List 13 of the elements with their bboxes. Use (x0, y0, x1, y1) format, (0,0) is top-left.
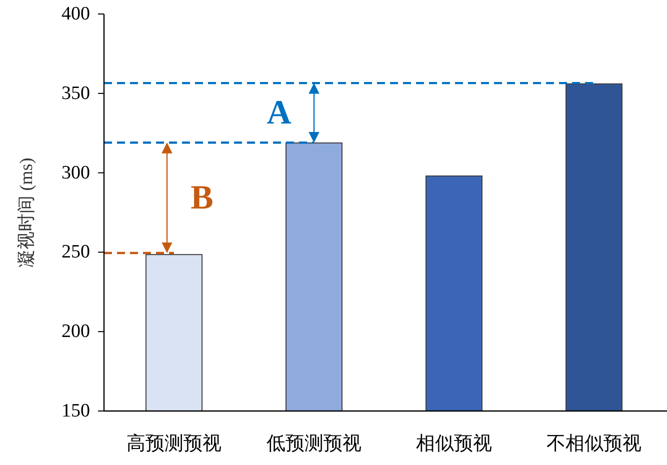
y-tick-label: 150 (62, 400, 90, 422)
x-tick-label: 低预测预视 (266, 434, 362, 454)
x-tick-label: 不相似预视 (546, 434, 642, 454)
y-tick-label: 350 (62, 82, 90, 104)
y-tick-label: 250 (62, 242, 90, 263)
x-tick-label: 高预测预视 (126, 432, 222, 454)
y-axis-title: 凝视时间 (ms) (16, 158, 36, 268)
annotation: B (190, 179, 214, 216)
y-tick-label: 200 (62, 321, 90, 342)
y-tick-label: 300 (62, 162, 90, 184)
y-tick-label: 400 (62, 4, 90, 24)
annotation: A (266, 94, 292, 132)
x-tick-label: 相似预视 (416, 434, 492, 454)
